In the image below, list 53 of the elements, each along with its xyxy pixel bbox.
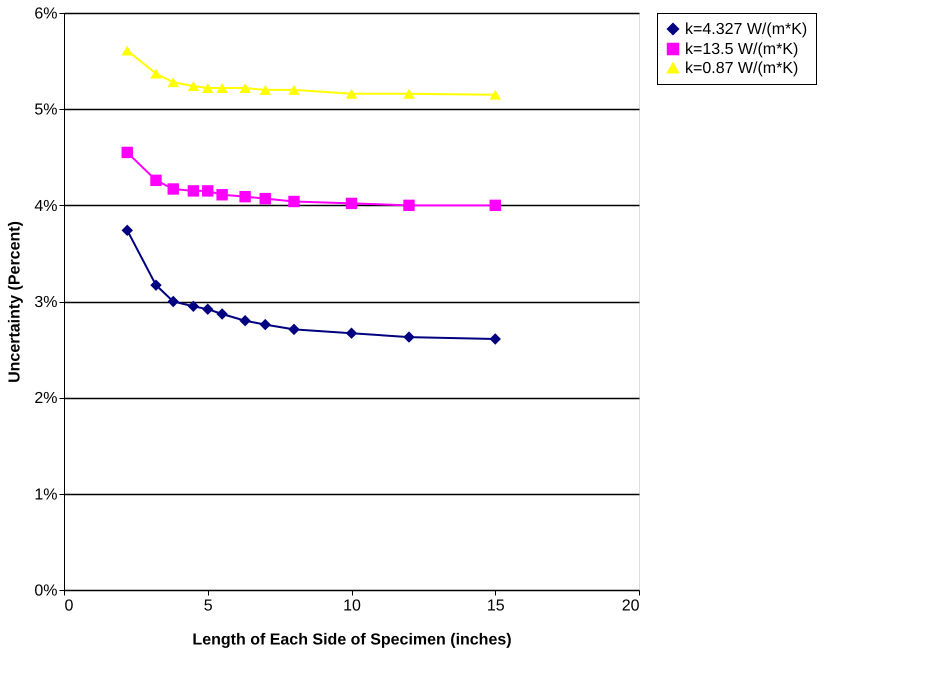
point: [403, 88, 415, 99]
point: [150, 68, 162, 79]
point: [260, 84, 271, 95]
point: [260, 192, 271, 204]
point: [168, 296, 179, 308]
point: [288, 84, 300, 95]
x-tick-label: 0: [64, 598, 74, 614]
legend-label: k=13.5 W/(m*K): [685, 41, 798, 58]
y-tick-label: 6%: [34, 6, 58, 22]
point: [122, 146, 133, 158]
point: [168, 77, 179, 88]
point: [288, 196, 300, 208]
point: [490, 333, 501, 345]
point: [188, 300, 200, 312]
x-tick-label: 5: [204, 598, 213, 614]
x-axis-title: Length of Each Side of Specimen (inches): [192, 632, 512, 648]
x-tick-label: 10: [343, 598, 361, 614]
point: [202, 185, 214, 197]
point: [216, 83, 228, 93]
point: [150, 279, 162, 291]
point: [288, 324, 300, 336]
point: [490, 90, 501, 100]
y-tick-label: 3%: [34, 294, 58, 311]
point: [239, 190, 251, 202]
point: [188, 81, 200, 92]
point: [403, 331, 415, 343]
point: [168, 183, 179, 195]
y-tick-label: 4%: [34, 198, 58, 215]
point: [150, 174, 162, 186]
x-tick-label: 20: [622, 598, 640, 614]
point: [239, 83, 251, 93]
y-tick-label: 1%: [34, 486, 58, 504]
point: [202, 83, 214, 93]
y-axis-title: Uncertainty (Percent): [6, 221, 24, 383]
point: [122, 46, 133, 56]
point: [216, 189, 228, 200]
y-tick-label: 5%: [34, 102, 58, 119]
y-tick-label: 2%: [34, 390, 58, 408]
point: [346, 88, 358, 99]
point: [188, 185, 200, 197]
x-tick-label: 15: [486, 598, 505, 614]
point: [346, 198, 358, 210]
point: [260, 318, 271, 330]
point: [202, 303, 214, 315]
point: [216, 308, 228, 320]
point: [122, 224, 133, 236]
y-tick-label: 0%: [34, 582, 58, 600]
legend-label: k=4.327 W/(m*K): [685, 21, 808, 38]
point: [403, 200, 415, 212]
legend-label: k=0.87 W/(m*K): [685, 60, 798, 77]
point: [239, 315, 251, 326]
point: [346, 328, 358, 339]
point: [490, 200, 501, 212]
